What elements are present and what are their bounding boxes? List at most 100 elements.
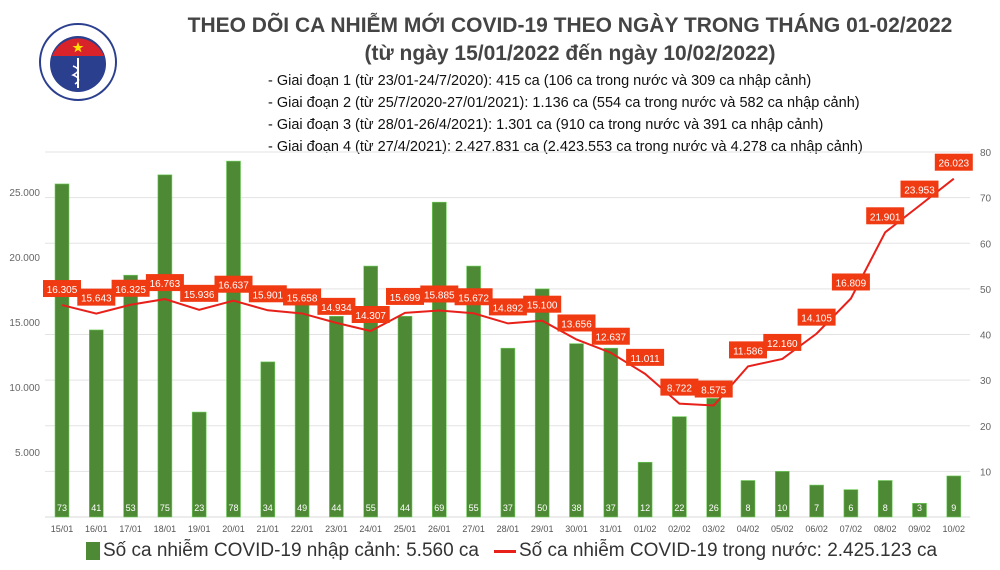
right-axis-tick-label: 10 bbox=[980, 467, 992, 478]
line-data-label: 16.325 bbox=[115, 285, 146, 296]
line-data-label-bg bbox=[591, 327, 630, 345]
x-axis-tick-label: 30/01 bbox=[565, 524, 588, 534]
line-data-label-bg bbox=[866, 207, 905, 225]
line-data-label-bg bbox=[557, 314, 596, 332]
bar-imported bbox=[363, 265, 379, 518]
x-axis-tick-label: 29/01 bbox=[531, 524, 554, 534]
bar-data-label: 6 bbox=[848, 503, 853, 513]
line-data-label-bg bbox=[77, 288, 116, 306]
line-data-label: 16.637 bbox=[218, 281, 249, 292]
stage-1-text: - Giai đoạn 1 (từ 23/01-24/7/2020): 415 … bbox=[268, 73, 812, 89]
bar-data-label: 22 bbox=[674, 503, 684, 513]
right-axis-tick-label: 80 bbox=[980, 148, 992, 159]
line-data-label-bg bbox=[420, 285, 459, 303]
right-axis-tick-label: 30 bbox=[980, 376, 992, 387]
bar-imported bbox=[603, 347, 619, 518]
line-data-label-bg bbox=[111, 279, 150, 297]
line-data-label: 14.105 bbox=[801, 314, 832, 325]
bar-data-label: 75 bbox=[160, 503, 170, 513]
line-data-label: 23.953 bbox=[904, 186, 935, 197]
legend-swatch-line bbox=[494, 549, 516, 553]
line-data-label: 14.307 bbox=[355, 311, 386, 322]
bar-data-label: 3 bbox=[917, 503, 922, 513]
line-data-label-bg bbox=[214, 275, 253, 293]
line-data-label: 15.885 bbox=[424, 290, 455, 301]
bar-imported bbox=[534, 288, 550, 518]
bar-imported bbox=[260, 361, 276, 518]
bar-data-label: 8 bbox=[745, 503, 750, 513]
chart-subtitle: (từ ngày 15/01/2022 đến ngày 10/02/2022) bbox=[364, 42, 776, 65]
line-data-label-bg bbox=[831, 273, 870, 291]
bar-data-label: 78 bbox=[228, 503, 238, 513]
stage-3-text: - Giai đoạn 3 (từ 28/01-26/4/2021): 1.30… bbox=[268, 117, 824, 133]
x-axis-tick-label: 23/01 bbox=[325, 524, 348, 534]
line-data-label: 8.722 bbox=[667, 384, 692, 395]
line-data-label: 15.672 bbox=[458, 293, 489, 304]
bar-imported bbox=[912, 503, 927, 518]
right-axis-tick-label: 60 bbox=[980, 239, 992, 250]
x-axis-tick-label: 07/02 bbox=[840, 524, 863, 534]
line-data-label-bg bbox=[523, 295, 562, 313]
stage-4-text: - Giai đoạn 4 (từ 27/4/2021): 2.427.831 … bbox=[268, 139, 863, 155]
x-axis-tick-label: 26/01 bbox=[428, 524, 451, 534]
left-axis-tick-label: 10.000 bbox=[9, 383, 40, 394]
x-axis-tick-label: 03/02 bbox=[702, 524, 725, 534]
bar-data-label: 73 bbox=[57, 503, 67, 513]
line-data-label: 11.586 bbox=[733, 346, 763, 357]
line-data-label: 26.023 bbox=[939, 159, 970, 170]
bar-imported bbox=[809, 484, 824, 518]
line-data-label-bg bbox=[660, 378, 699, 396]
x-axis-tick-label: 18/01 bbox=[154, 524, 177, 534]
left-axis-tick-label: 5.000 bbox=[15, 448, 40, 459]
legend-swatch-bar bbox=[86, 542, 100, 560]
bar-data-label: 50 bbox=[537, 503, 547, 513]
line-data-label-bg bbox=[934, 153, 973, 171]
x-axis-tick-label: 28/01 bbox=[497, 524, 520, 534]
x-axis-tick-label: 09/02 bbox=[908, 524, 931, 534]
line-data-label-bg bbox=[626, 348, 665, 366]
legend-item-imported: Số ca nhiễm COVID-19 nhập cảnh: 5.560 ca bbox=[86, 540, 479, 562]
line-data-label: 15.643 bbox=[81, 294, 112, 305]
legend-label-imported: Số ca nhiễm COVID-19 nhập cảnh: 5.560 ca bbox=[103, 540, 480, 561]
bar-imported bbox=[294, 293, 310, 518]
bar-imported bbox=[89, 329, 104, 518]
line-data-label: 11.011 bbox=[631, 354, 661, 365]
x-axis-tick-label: 25/01 bbox=[394, 524, 417, 534]
line-data-label-bg bbox=[180, 284, 219, 302]
bar-imported bbox=[672, 416, 687, 518]
bar-data-label: 49 bbox=[297, 503, 307, 513]
bar-data-label: 26 bbox=[709, 503, 719, 513]
line-data-label: 15.699 bbox=[390, 293, 421, 304]
line-data-label-bg bbox=[283, 288, 322, 306]
line-data-label: 14.934 bbox=[321, 303, 352, 314]
bar-imported bbox=[54, 183, 70, 518]
bar-imported bbox=[637, 461, 653, 518]
line-data-label-bg bbox=[694, 380, 733, 398]
bar-imported bbox=[226, 160, 241, 518]
bar-imported bbox=[843, 489, 859, 518]
x-axis-tick-label: 19/01 bbox=[188, 524, 211, 534]
line-data-label-bg bbox=[317, 297, 356, 315]
bar-imported bbox=[191, 411, 207, 518]
x-axis-tick-label: 04/02 bbox=[737, 524, 760, 534]
line-data-label-bg bbox=[248, 285, 287, 303]
line-data-label: 16.305 bbox=[47, 285, 78, 296]
right-axis-tick-label: 20 bbox=[980, 422, 992, 433]
x-axis-tick-label: 27/01 bbox=[462, 524, 485, 534]
legend-label-domestic: Số ca nhiễm COVID-19 trong nước: 2.425.1… bbox=[519, 540, 938, 561]
line-data-label: 15.901 bbox=[253, 290, 284, 301]
left-axis-tick-label: 15.000 bbox=[9, 318, 40, 329]
line-data-label-bg bbox=[145, 274, 184, 292]
line-data-label-bg bbox=[797, 308, 836, 326]
bar-imported bbox=[397, 315, 413, 518]
line-data-label-bg bbox=[43, 280, 81, 298]
right-axis-tick-label: 40 bbox=[980, 331, 992, 342]
line-data-label: 13.656 bbox=[561, 319, 592, 330]
bar-data-label: 9 bbox=[951, 503, 956, 513]
legend-item-domestic: Số ca nhiễm COVID-19 trong nước: 2.425.1… bbox=[494, 540, 937, 562]
bar-imported bbox=[123, 274, 138, 518]
bar-imported bbox=[431, 201, 447, 518]
bar-data-label: 7 bbox=[814, 503, 819, 513]
line-data-label: 12.160 bbox=[767, 339, 798, 350]
